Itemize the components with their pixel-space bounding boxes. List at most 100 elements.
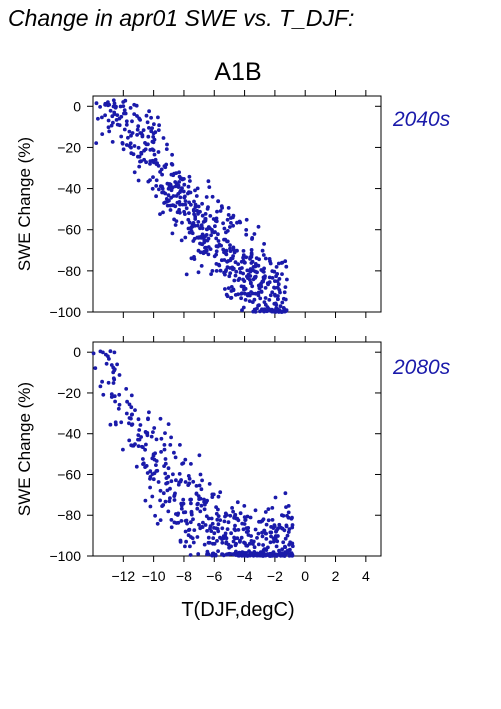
data-point xyxy=(192,528,197,532)
data-point xyxy=(210,521,215,526)
data-point xyxy=(262,276,267,280)
data-point xyxy=(244,228,249,232)
data-point xyxy=(114,118,119,122)
data-point xyxy=(189,229,194,233)
data-point xyxy=(166,422,171,426)
data-point xyxy=(199,503,204,508)
data-point xyxy=(216,522,221,527)
data-point xyxy=(270,518,275,522)
data-point xyxy=(273,292,277,297)
data-point xyxy=(172,217,177,222)
data-point xyxy=(129,393,134,398)
data-point xyxy=(225,217,230,222)
data-point xyxy=(249,534,254,538)
data-point xyxy=(219,204,224,209)
data-point xyxy=(121,147,126,152)
data-point xyxy=(273,279,277,283)
data-point xyxy=(137,428,142,432)
data-point xyxy=(195,223,200,228)
data-point xyxy=(260,530,264,535)
data-point xyxy=(154,437,159,442)
data-point xyxy=(93,366,98,370)
data-point xyxy=(188,553,193,557)
data-point xyxy=(165,488,170,493)
data-point xyxy=(133,442,137,446)
data-point xyxy=(253,264,258,269)
data-point xyxy=(135,133,140,137)
data-point xyxy=(136,145,141,150)
data-point xyxy=(196,204,201,209)
data-point xyxy=(164,476,169,480)
data-point xyxy=(271,550,276,554)
data-point xyxy=(263,286,268,290)
data-point xyxy=(100,132,105,137)
data-point xyxy=(280,513,284,518)
data-point xyxy=(285,277,289,282)
data-point xyxy=(117,123,122,128)
data-point xyxy=(132,170,137,175)
x-tick-label: −4 xyxy=(237,568,253,584)
data-point xyxy=(259,290,264,294)
data-point xyxy=(193,188,197,193)
data-point xyxy=(155,521,160,526)
data-point xyxy=(148,504,153,509)
y-tick-label: −20 xyxy=(57,385,81,401)
data-point xyxy=(241,253,246,258)
data-point xyxy=(189,462,193,466)
data-point xyxy=(183,480,188,484)
data-point xyxy=(284,524,289,529)
data-point xyxy=(275,553,279,558)
data-point xyxy=(137,164,142,169)
data-point xyxy=(108,349,113,354)
y-tick-label: −60 xyxy=(57,222,81,238)
data-point xyxy=(242,279,247,283)
data-point xyxy=(290,523,295,527)
data-point xyxy=(159,436,164,441)
data-point xyxy=(156,115,160,120)
data-point xyxy=(178,540,183,544)
data-point xyxy=(163,461,168,466)
data-point xyxy=(186,533,191,538)
data-point xyxy=(180,202,185,207)
data-point xyxy=(208,214,213,218)
data-point xyxy=(166,466,171,471)
y-tick-label: −60 xyxy=(57,466,81,482)
data-point xyxy=(286,510,291,515)
data-point xyxy=(196,270,201,275)
data-point xyxy=(206,540,211,545)
data-point xyxy=(124,411,129,416)
data-point xyxy=(144,464,149,468)
data-point xyxy=(256,531,261,536)
axis-ticks: 0 −20 −40 −60 −80 −100 xyxy=(49,90,381,320)
data-point xyxy=(158,488,163,493)
data-point xyxy=(112,350,117,355)
data-point xyxy=(161,210,165,215)
data-point xyxy=(239,259,244,264)
data-point xyxy=(98,349,103,354)
data-point xyxy=(224,252,229,257)
data-point xyxy=(280,272,284,276)
data-point xyxy=(147,126,151,130)
data-point xyxy=(223,531,228,536)
data-point xyxy=(216,199,221,204)
data-point xyxy=(141,457,145,461)
data-point xyxy=(143,498,148,503)
data-point xyxy=(272,524,277,529)
data-point xyxy=(231,223,236,228)
panel-title: 2080s xyxy=(392,356,451,379)
data-point xyxy=(244,543,249,548)
data-point xyxy=(238,270,243,275)
data-point xyxy=(162,447,167,452)
data-point xyxy=(150,126,155,130)
data-point xyxy=(195,535,200,539)
data-point xyxy=(103,102,107,107)
data-point xyxy=(191,239,196,243)
data-point xyxy=(287,527,292,531)
data-point xyxy=(188,544,192,549)
data-point xyxy=(213,219,218,223)
data-point xyxy=(205,549,210,554)
data-point xyxy=(284,264,289,269)
data-point xyxy=(242,540,246,545)
data-point xyxy=(220,526,225,531)
data-point xyxy=(165,142,169,147)
